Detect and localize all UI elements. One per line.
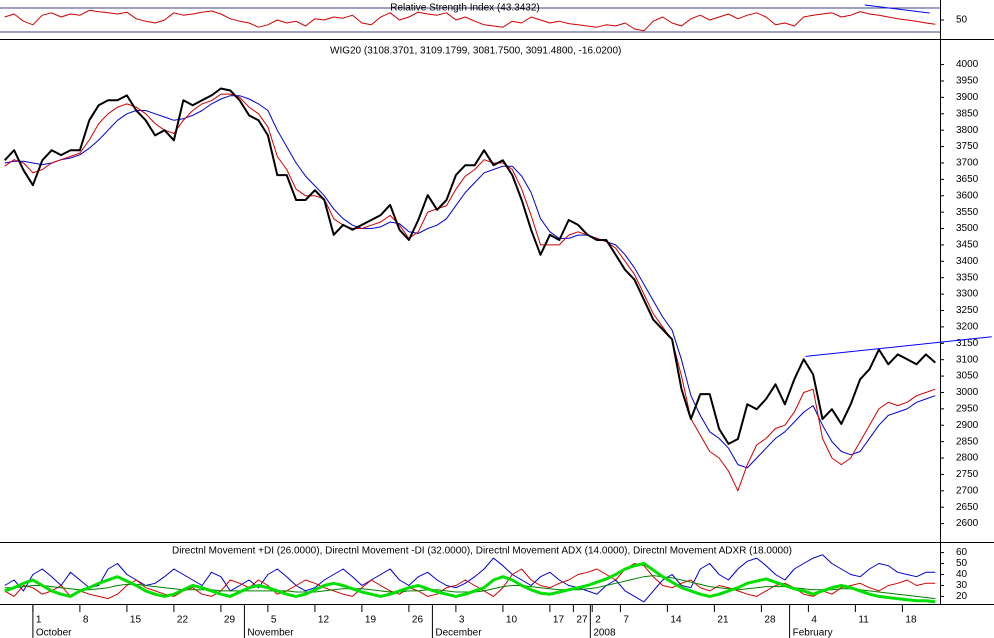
y-tick-label: 2750 — [956, 469, 979, 480]
month-label: November — [247, 628, 294, 638]
x-tick-label: 28 — [764, 615, 776, 626]
y-tick-label: 2950 — [956, 403, 979, 414]
x-tick-label: 7 — [623, 615, 629, 626]
x-tick-label: 4 — [811, 615, 817, 626]
month-label: October — [36, 628, 72, 638]
month-label: February — [793, 628, 833, 638]
x-tick-label: 27 — [576, 615, 588, 626]
y-tick-label: 3850 — [956, 108, 979, 119]
y-tick-label: 3250 — [956, 305, 979, 316]
trend-line — [864, 4, 930, 14]
month-label: 2008 — [593, 628, 616, 638]
y-tick-label: 3700 — [956, 158, 979, 169]
y-tick-label: 3200 — [956, 322, 979, 333]
x-tick-label: 1 — [36, 615, 42, 626]
series-line — [4, 9, 936, 32]
trend-line — [805, 336, 992, 357]
y-tick-label: 30 — [956, 580, 968, 591]
y-tick-label: 3550 — [956, 207, 979, 218]
x-tick-label: 10 — [506, 615, 518, 626]
y-tick-label: 3150 — [956, 338, 979, 349]
y-tick-label: 2700 — [956, 485, 979, 496]
y-tick-label: 2600 — [956, 518, 979, 529]
x-tick-label: 18 — [905, 615, 917, 626]
plot-area — [3, 87, 936, 492]
y-tick-label: 3000 — [956, 387, 979, 398]
y-tick-label: 2850 — [956, 436, 979, 447]
x-tick-label: 5 — [271, 615, 277, 626]
y-tick-label: 3350 — [956, 272, 979, 283]
y-tick-label: 3950 — [956, 76, 979, 87]
y-tick-label: 2650 — [956, 502, 979, 513]
y-tick-label: 3100 — [956, 354, 979, 365]
series-line — [3, 87, 936, 445]
y-tick-label: 50 — [956, 558, 968, 569]
x-tick-label: 29 — [224, 615, 236, 626]
x-tick-label: 8 — [83, 615, 89, 626]
series-line — [4, 562, 936, 604]
y-tick-label: 3800 — [956, 125, 979, 136]
y-tick-label: 2800 — [956, 453, 979, 464]
plot-area — [0, 4, 940, 33]
y-tick-label: 60 — [956, 547, 968, 558]
panel-title: Directnl Movement +DI (26.0000), Directn… — [172, 546, 792, 557]
x-tick-label: 22 — [177, 615, 189, 626]
y-tick-label: 3600 — [956, 190, 979, 201]
month-label: December — [435, 628, 482, 638]
x-tick-label: 12 — [318, 615, 330, 626]
x-tick-label: 15 — [130, 615, 142, 626]
panel-title: Relative Strength Index (43.3432) — [390, 3, 540, 14]
x-tick-label: 21 — [717, 615, 729, 626]
panel-title: WIG20 (3108.3701, 3109.1799, 3081.7500, … — [330, 46, 621, 57]
series-line — [4, 554, 936, 603]
y-tick-label: 3300 — [956, 289, 979, 300]
y-tick-label: 2900 — [956, 420, 979, 431]
y-tick-label: 3750 — [956, 141, 979, 152]
y-tick-label: 3650 — [956, 174, 979, 185]
x-tick-label: 3 — [459, 615, 465, 626]
y-tick-label: 50 — [956, 15, 968, 26]
y-tick-label: 3400 — [956, 256, 979, 267]
x-tick-label: 26 — [412, 615, 424, 626]
y-tick-label: 3500 — [956, 223, 979, 234]
y-tick-label: 40 — [956, 569, 968, 580]
x-tick-label: 11 — [858, 615, 869, 626]
series-line — [4, 93, 936, 492]
y-tick-label: 3450 — [956, 240, 979, 251]
x-tick-label: 2 — [595, 615, 601, 626]
x-tick-label: 19 — [365, 615, 377, 626]
plot-area — [4, 554, 936, 604]
x-tick-label: 17 — [553, 615, 565, 626]
series-line — [4, 95, 936, 469]
y-tick-label: 20 — [956, 591, 968, 602]
y-tick-label: 3900 — [956, 92, 979, 103]
y-tick-label: 4000 — [956, 59, 979, 70]
y-tick-label: 3050 — [956, 371, 979, 382]
x-tick-label: 14 — [670, 615, 682, 626]
